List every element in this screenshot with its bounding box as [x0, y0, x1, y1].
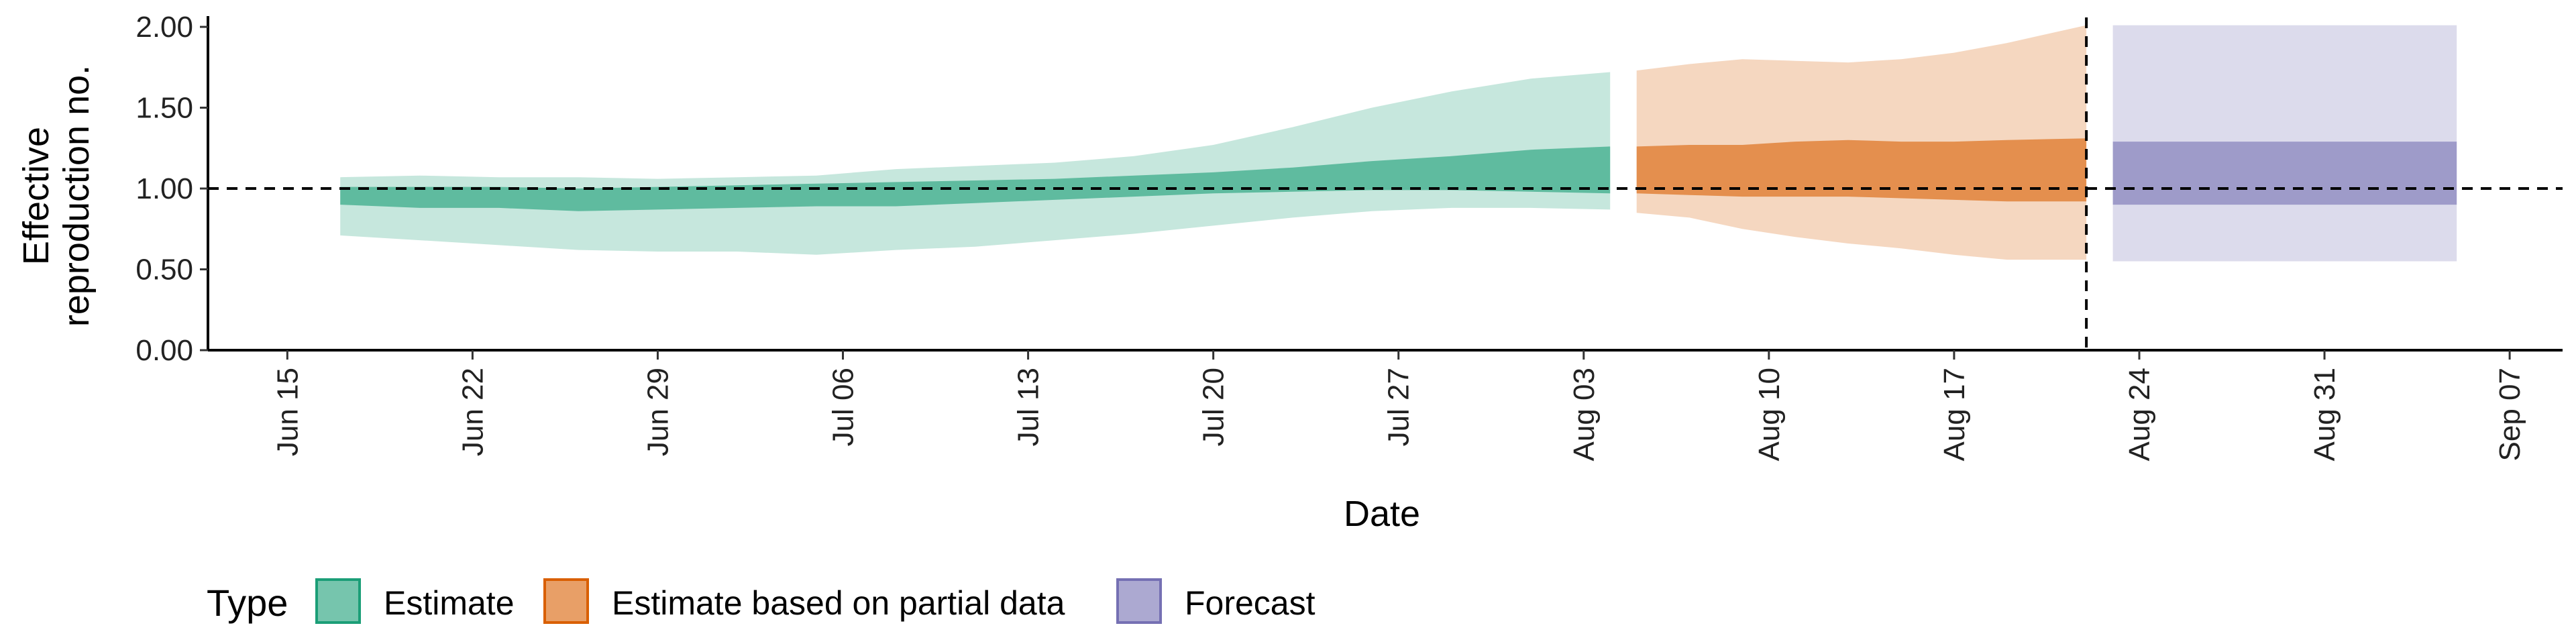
axes: 0.00 0.50 1.00 1.50 2.00 Jun 15 Jun 22 Jun 29 Ju… [136, 11, 2563, 461]
legend-key-estimate [315, 578, 361, 624]
x-tick-label: Aug 24 [2123, 368, 2156, 461]
x-tick-label: Aug 31 [2308, 368, 2341, 461]
y-tick-label: 2.00 [136, 11, 193, 44]
y-tick-label: 0.00 [136, 334, 193, 367]
y-axis-title-line2: reproduction no. [56, 65, 97, 327]
y-axis-title-line1: Effective [16, 127, 56, 265]
x-tick-label: Jun 29 [641, 368, 674, 456]
legend-title: Type [207, 582, 288, 624]
x-tick-label: Jul 20 [1197, 368, 1230, 446]
inner-band-estimate-based-on-partial-data [1636, 138, 2087, 202]
x-axis-title: Date [1344, 494, 1420, 534]
x-tick-label: Jun 22 [456, 368, 489, 456]
legend-key-estimate-based-on-partial-data [543, 578, 589, 624]
inner-band-forecast [2112, 142, 2457, 205]
x-tick-label: Sep 07 [2493, 368, 2526, 461]
legend-label-estimate: Estimate [384, 584, 515, 622]
reference-lines [208, 17, 2563, 350]
x-tick-label: Jul 13 [1012, 368, 1045, 446]
x-tick-label: Aug 17 [1938, 368, 1971, 461]
inner-band-estimate [340, 146, 1611, 211]
y-tick-label: 0.50 [136, 254, 193, 286]
x-tick-label: Jul 27 [1383, 368, 1415, 446]
x-tick-label: Aug 10 [1753, 368, 1786, 461]
x-tick-label: Jun 15 [271, 368, 304, 456]
y-tick-label: 1.50 [136, 92, 193, 125]
x-tick-label: Jul 06 [827, 368, 860, 446]
legend: Type Estimate Estimate based on partial d… [207, 578, 1316, 624]
y-tick-label: 1.00 [136, 172, 193, 205]
legend-label-estimate-based-on-partial-data: Estimate based on partial data [612, 584, 1065, 622]
legend-key-forecast [1116, 578, 1162, 624]
ribbon-layer [340, 25, 2457, 262]
x-tick-label: Aug 03 [1568, 368, 1601, 461]
legend-label-forecast: Forecast [1185, 584, 1316, 622]
